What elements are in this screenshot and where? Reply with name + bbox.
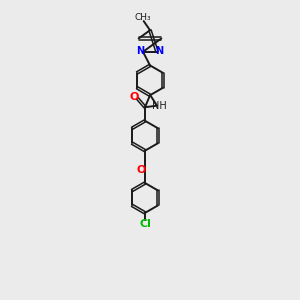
Text: Cl: Cl xyxy=(139,219,151,229)
Text: O: O xyxy=(130,92,139,102)
Text: NH: NH xyxy=(152,101,167,111)
Text: N: N xyxy=(136,46,145,56)
Text: CH₃: CH₃ xyxy=(135,13,151,22)
Text: N: N xyxy=(155,46,164,56)
Text: O: O xyxy=(136,165,146,175)
